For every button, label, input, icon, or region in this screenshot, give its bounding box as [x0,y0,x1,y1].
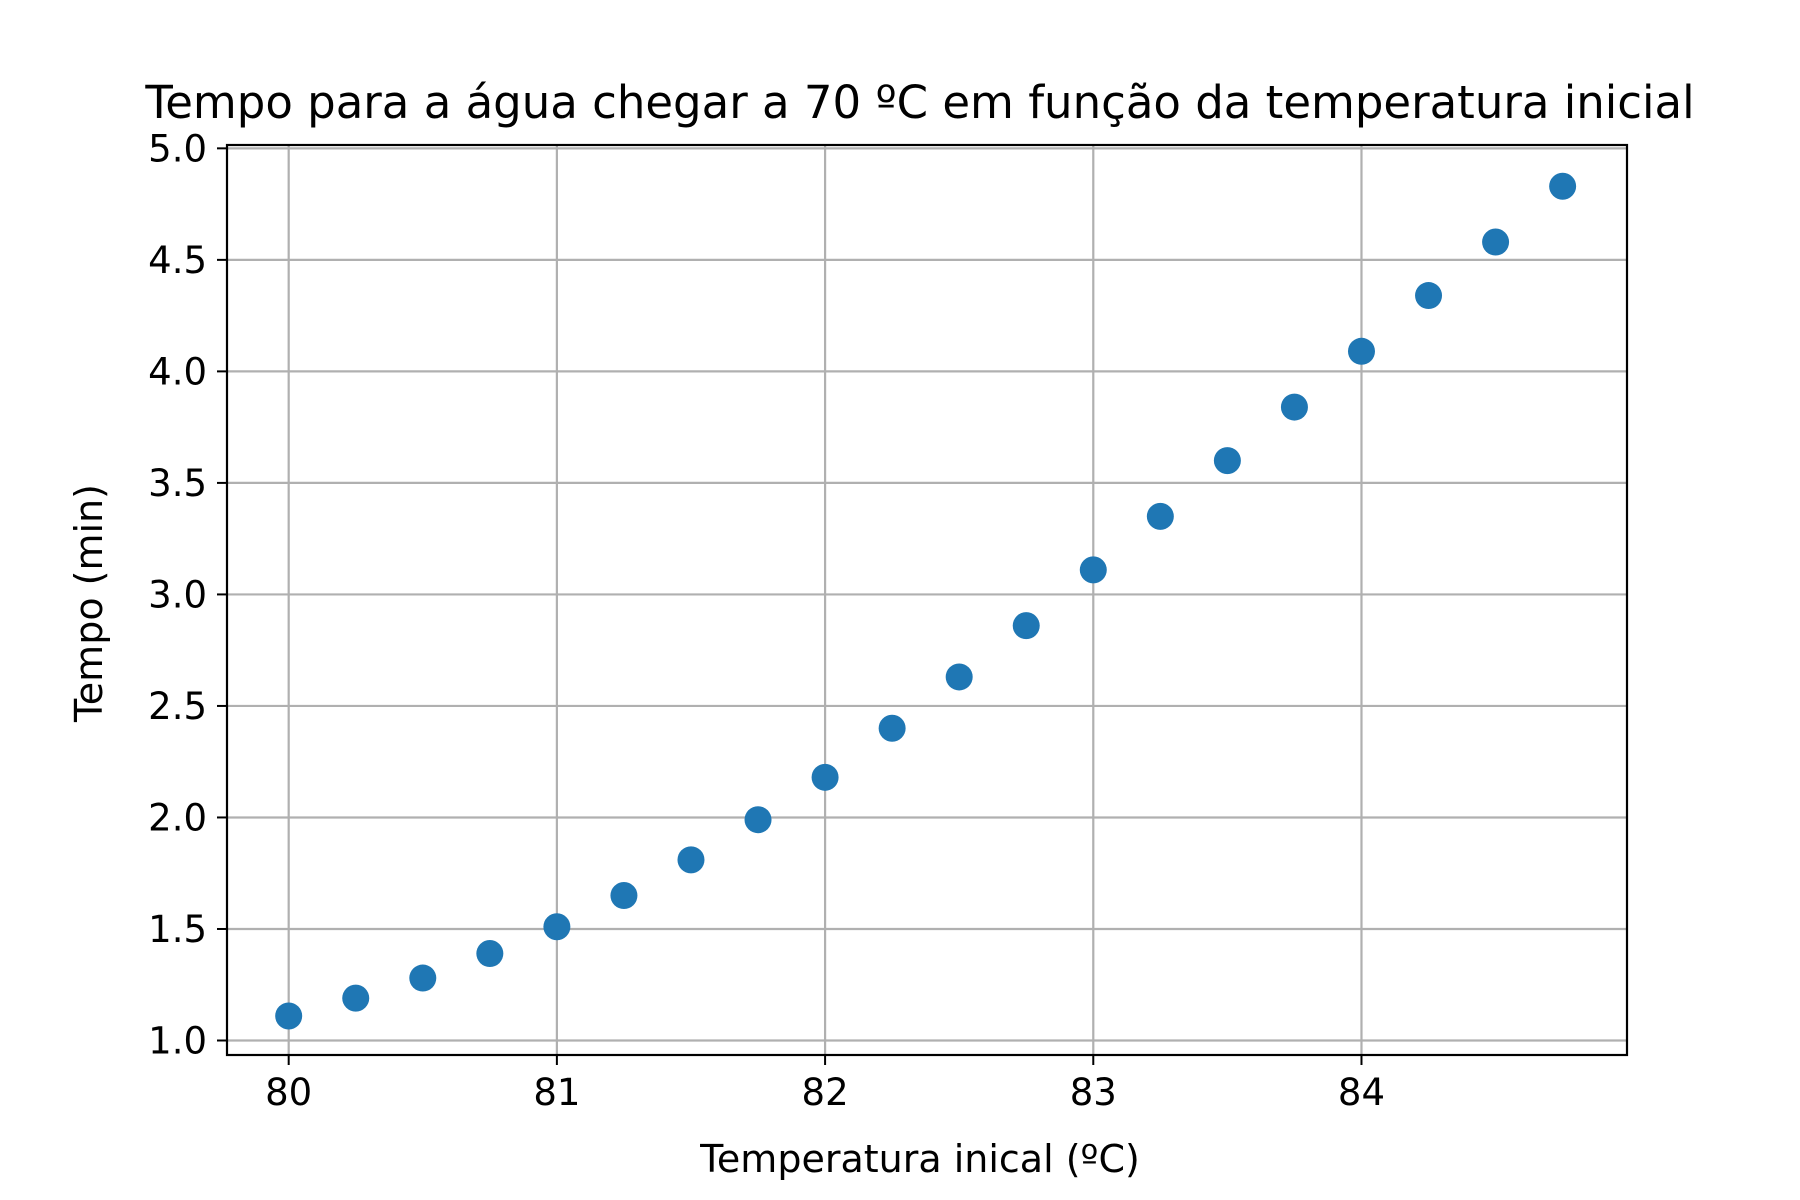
y-tick-label: 3.0 [148,573,207,616]
x-tick-label: 84 [1338,1071,1385,1114]
x-tick-label: 82 [802,1071,849,1114]
data-point [543,913,571,941]
grid [227,145,1627,1055]
data-point [1079,556,1107,584]
y-tick-label: 1.0 [148,1020,207,1063]
y-tick-label: 4.5 [148,239,207,282]
x-axis-ticks: 80 81 82 83 84 [265,1055,1385,1114]
data-point [744,806,772,834]
x-tick-label: 80 [265,1071,312,1114]
data-point [1280,393,1308,421]
y-tick-label: 2.5 [148,685,207,728]
y-tick-label: 1.5 [148,908,207,951]
data-point [1012,612,1040,640]
x-axis-label: Temperatura inical (ºC) [699,1137,1140,1181]
y-tick-label: 2.0 [148,796,207,839]
data-point [945,663,973,691]
y-tick-label: 3.5 [148,462,207,505]
chart-title: Tempo para a água chegar a 70 ºC em funç… [144,76,1694,129]
data-point [1146,502,1174,530]
data-point [1482,228,1510,256]
data-point [878,714,906,742]
x-tick-label: 83 [1070,1071,1117,1114]
data-point [1213,447,1241,475]
data-point [409,964,437,992]
data-point [275,1002,303,1030]
data-point [1415,282,1443,310]
data-points [275,172,1577,1030]
y-tick-label: 5.0 [148,127,207,170]
y-tick-label: 4.0 [148,350,207,393]
data-point [1549,172,1577,200]
data-point [677,846,705,874]
data-point [811,763,839,791]
y-axis-label: Tempo (min) [67,484,111,723]
data-point [1347,337,1375,365]
data-point [342,984,370,1012]
x-tick-label: 81 [533,1071,580,1114]
plot-frame [225,143,1629,1057]
data-point [476,940,504,968]
y-axis-ticks: 1.0 1.5 2.0 2.5 3.0 3.5 4.0 4.5 5.0 [148,127,227,1063]
data-point [610,882,638,910]
